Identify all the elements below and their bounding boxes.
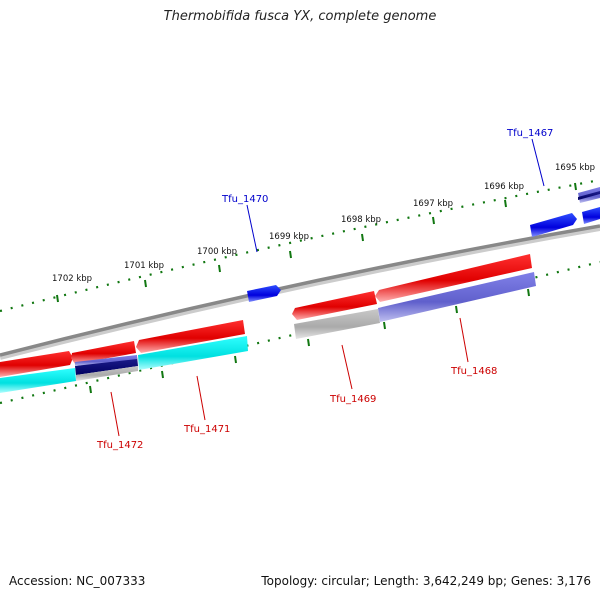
- leader-tfu-1468: [459, 317, 469, 363]
- gene-right-edge[interactable]: [582, 207, 600, 224]
- kbp-labels: 1702 kbp 1701 kbp 1700 kbp 1699 kbp 1698…: [52, 163, 595, 284]
- major-tick: [161, 370, 164, 379]
- major-tick: [234, 355, 237, 364]
- feature-cyan-right: [138, 336, 248, 370]
- kbp-label: 1696 kbp: [484, 182, 524, 192]
- major-tick: [504, 199, 507, 208]
- gene-label-tfu-1472[interactable]: Tfu_1472: [96, 440, 143, 451]
- major-tick: [432, 216, 435, 225]
- kbp-label: 1695 kbp: [555, 163, 595, 173]
- gene-labels: Tfu_1467 Tfu_1470 Tfu_1468 Tfu_1469 Tfu_…: [96, 128, 553, 451]
- map-title: Thermobifida fusca YX, complete genome: [163, 9, 437, 24]
- gene-tfu-1468[interactable]: [375, 254, 532, 302]
- kbp-label: 1699 kbp: [269, 232, 309, 242]
- feature-gray: [294, 309, 380, 339]
- major-tick: [527, 288, 530, 297]
- major-tick: [383, 321, 386, 330]
- major-tick: [144, 279, 147, 288]
- gene-tfu-1467[interactable]: [530, 213, 577, 237]
- kbp-label: 1701 kbp: [124, 261, 164, 271]
- major-tick: [289, 250, 292, 259]
- gene-label-tfu-1467[interactable]: Tfu_1467: [506, 128, 553, 139]
- feature-purple-small: [75, 355, 137, 366]
- feature-cyan-left: [0, 368, 76, 393]
- gene-label-tfu-1471[interactable]: Tfu_1471: [183, 424, 230, 435]
- gene-label-tfu-1469[interactable]: Tfu_1469: [329, 394, 376, 405]
- kbp-label: 1700 kbp: [197, 247, 237, 257]
- gene-tfu-1469[interactable]: [292, 291, 377, 320]
- major-ticks-inner: [89, 288, 530, 394]
- leader-tfu-1469: [341, 344, 353, 390]
- leader-lines: [110, 138, 545, 437]
- gene-tfu-1472-a[interactable]: [0, 351, 73, 377]
- major-tick: [89, 385, 92, 394]
- genome-backbone: [0, 224, 600, 357]
- major-ticks-outer: [56, 182, 577, 303]
- feature-purple: [378, 272, 536, 322]
- major-tick: [574, 182, 577, 191]
- gene-label-tfu-1468[interactable]: Tfu_1468: [450, 366, 497, 377]
- leader-tfu-1470: [246, 204, 258, 253]
- gene-tfu-1471[interactable]: [136, 320, 245, 353]
- leader-tfu-1472: [110, 391, 120, 437]
- accession-text: Accession: NC_007333: [9, 574, 146, 588]
- kbp-label: 1702 kbp: [52, 274, 92, 284]
- genome-backbone-shadow: [0, 225, 600, 360]
- feature-gray-small: [76, 366, 138, 381]
- gene-tfu-1470[interactable]: [247, 285, 281, 302]
- major-tick: [56, 294, 59, 303]
- outer-tick-track: [0, 178, 600, 313]
- feature-navy: [75, 356, 138, 375]
- major-tick: [361, 233, 364, 242]
- major-tick: [455, 305, 458, 314]
- kbp-label: 1698 kbp: [341, 215, 381, 225]
- major-tick: [307, 338, 310, 347]
- gene-label-tfu-1470[interactable]: Tfu_1470: [221, 194, 268, 205]
- leader-tfu-1471: [196, 375, 206, 421]
- gene-right-edge-dark[interactable]: [578, 191, 600, 200]
- leader-tfu-1467: [531, 138, 545, 187]
- genome-summary-text: Topology: circular; Length: 3,642,249 bp…: [261, 574, 591, 588]
- major-tick: [218, 264, 221, 273]
- kbp-label: 1697 kbp: [413, 199, 453, 209]
- gene-tfu-1472-b[interactable]: [71, 341, 136, 364]
